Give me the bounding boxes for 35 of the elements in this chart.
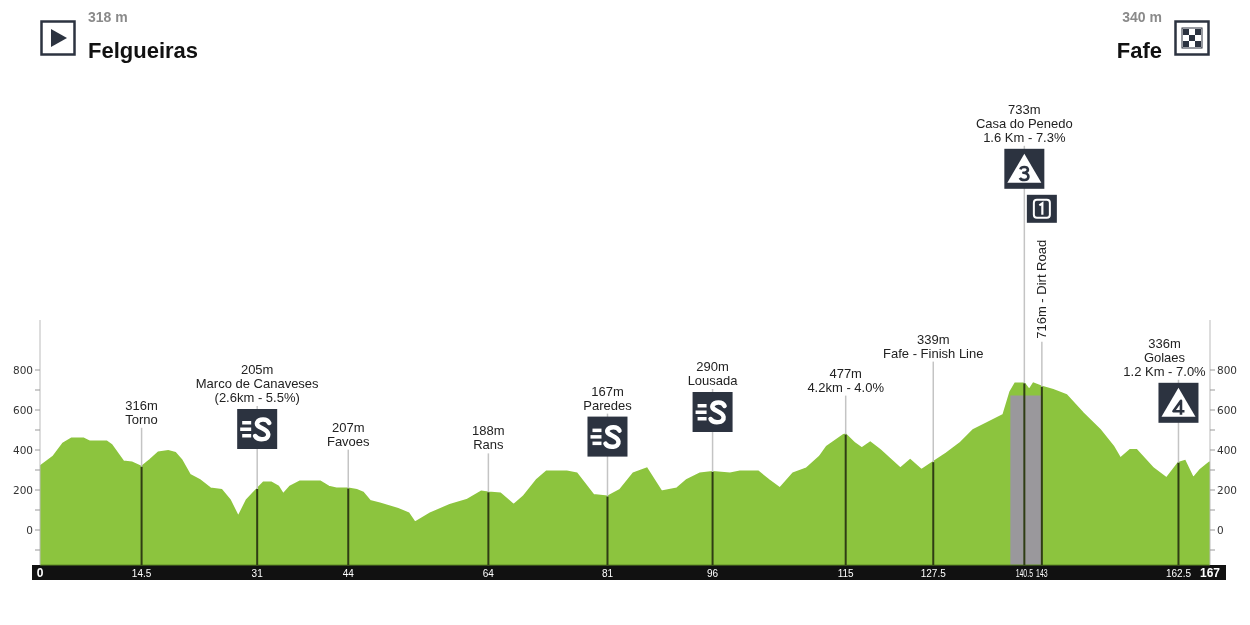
annotation: 477m 4.2km - 4.0% xyxy=(807,365,885,395)
annotation: 336m Golaes 1.2 Km - 7.0% xyxy=(1123,335,1207,379)
y-tick-label: 400 xyxy=(12,444,33,456)
y2-tick-label: 600 xyxy=(1217,404,1238,416)
annotation: 167m Paredes xyxy=(583,383,633,413)
x-tick-label: 96 xyxy=(707,567,719,579)
y-tick-label: 800 xyxy=(12,364,33,376)
y2-tick-label: 800 xyxy=(1217,364,1238,376)
x-tick-label: 143 xyxy=(1036,567,1053,579)
y-tick-label: 0 xyxy=(26,524,33,536)
y-tick-label: 600 xyxy=(12,404,33,416)
y2-tick-label: 0 xyxy=(1217,524,1224,536)
y2-tick-label: 200 xyxy=(1217,484,1238,496)
x-tick-label: 115 xyxy=(837,567,855,579)
x-tick-label: 127.5 xyxy=(920,567,947,579)
y-tick-label: 200 xyxy=(12,484,33,496)
annotation: 290m Lousada xyxy=(687,359,739,388)
annotation: 339m Fafe - Finish Line xyxy=(883,331,984,361)
x-tick-label: 44 xyxy=(342,567,355,579)
annotation: 205m Marco de Canaveses (2.6km - 5.5%) xyxy=(195,362,320,405)
x-tick-label: 64 xyxy=(482,567,495,579)
x-tick-label: 31 xyxy=(251,567,264,579)
text: 340 m Fafe xyxy=(1116,9,1162,63)
y2-tick-label: 400 xyxy=(1217,444,1238,456)
x-tick-label: 14.5 xyxy=(131,567,152,579)
annotation: 188m Rans xyxy=(472,423,505,453)
x-tick-label: 81 xyxy=(601,567,614,579)
x-tick-label: 162.5 xyxy=(1165,567,1192,579)
text: 318 m Felgueiras xyxy=(88,9,199,63)
annotation: 733m Casa do Penedo 1.6 Km - 7.3% xyxy=(975,101,1073,145)
annotation: 207m Favoes xyxy=(326,419,371,449)
x-tick-label: 167 xyxy=(1199,565,1221,580)
band-label: 716m - Dirt Road xyxy=(1034,239,1050,339)
annotation: 316m Torno xyxy=(125,397,158,427)
x-tick-label: 0 xyxy=(36,565,44,580)
